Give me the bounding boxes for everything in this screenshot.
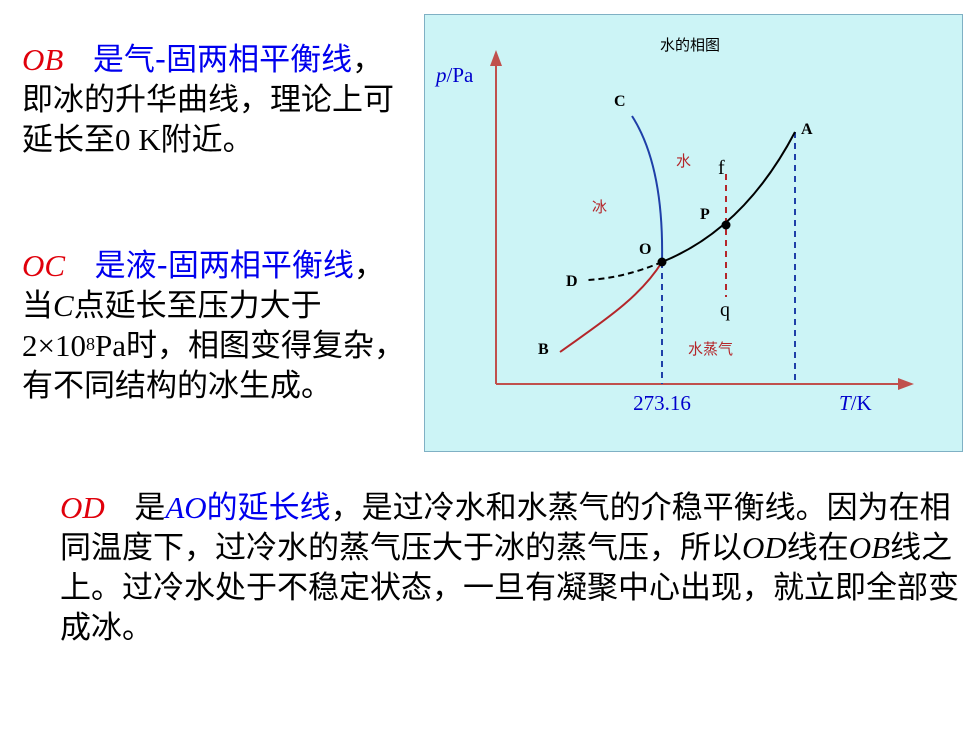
x-axis-unit: /K	[851, 391, 872, 415]
label-point-p: P	[700, 206, 710, 223]
label-point-d: D	[566, 273, 578, 290]
y-axis-unit: /Pa	[447, 63, 475, 87]
oc-unit: Pa	[94, 328, 126, 363]
ob-value: 0 K	[115, 122, 161, 157]
water-phase-diagram: 水的相图 p/Pa T/K 273.16 C A O P D B f q 水 冰…	[424, 14, 963, 452]
oc-title: 是液-固两相平衡线	[94, 248, 354, 284]
oc-c: C	[53, 288, 74, 323]
region-ice: 冰	[592, 198, 607, 216]
od-text-3: ，是过冷水和水蒸气的介稳平衡线。因为在相同温度下，过冷水的蒸气压大于冰的蒸气压，…	[60, 490, 951, 566]
curve-oa	[661, 131, 796, 263]
oc-text-1: ，当	[22, 248, 385, 324]
label-oc: OC	[22, 248, 66, 283]
diagram-background	[424, 14, 963, 452]
diagram-title: 水的相图	[660, 36, 720, 54]
label-point-c: C	[614, 93, 626, 110]
paragraph-oc: OC 是液-固两相平衡线，当C点延长至压力大于 2×108Pa时，相图变得复杂，有…	[22, 246, 412, 406]
od-text-4: 线在	[786, 530, 849, 566]
oc-text-3: 时，相图变得复杂，有不同结构的冰生成。	[22, 328, 405, 404]
x-axis-label: T/K	[839, 391, 872, 415]
label-point-o: O	[639, 241, 651, 258]
ob-text-2: 附近。	[160, 122, 254, 158]
oc-exponent: 8	[85, 334, 95, 354]
y-axis-arrow	[490, 50, 502, 66]
label-od: OD	[60, 490, 105, 525]
label-point-b: B	[538, 341, 549, 358]
label-ob: OB	[22, 42, 64, 77]
paragraph-od: OD 是AO的延长线，是过冷水和水蒸气的介稳平衡线。因为在相同温度下，过冷水的蒸…	[60, 488, 960, 648]
y-axis-symbol: p	[434, 63, 447, 87]
oc-pressure: 2×10	[22, 328, 86, 363]
region-water: 水	[676, 152, 691, 170]
oc-text-2: 点延长至压力大于	[73, 288, 322, 324]
label-point-q: q	[720, 299, 730, 321]
point-o	[657, 257, 667, 267]
ob-text-1: ，即冰的升华曲线，理论上可延长至	[22, 42, 394, 158]
od-text-1: 是	[134, 490, 166, 526]
label-point-a: A	[801, 121, 813, 138]
label-point-f: f	[718, 157, 725, 179]
y-axis-label: p/Pa	[434, 63, 474, 87]
tick-273-16: 273.16	[633, 391, 691, 415]
x-axis-arrow	[898, 378, 914, 390]
od-text-5: 线之上。过冷水处于不稳定状态，一旦有凝聚中心出现，就立即全部变成冰。	[60, 530, 959, 646]
od-ob: OB	[848, 530, 891, 565]
od-od: OD	[742, 530, 787, 565]
od-title: 的延长线	[206, 490, 331, 526]
ob-title: 是气-固两相平衡线	[92, 42, 353, 78]
x-axis-symbol: T	[839, 391, 852, 415]
region-vapor: 水蒸气	[688, 340, 733, 358]
curve-oc	[631, 115, 664, 263]
point-p	[721, 220, 731, 230]
paragraph-ob: OB 是气-固两相平衡线，即冰的升华曲线，理论上可延长至0 K附近。	[22, 40, 412, 160]
curve-ob	[559, 261, 663, 353]
od-ao: AO	[165, 490, 207, 525]
